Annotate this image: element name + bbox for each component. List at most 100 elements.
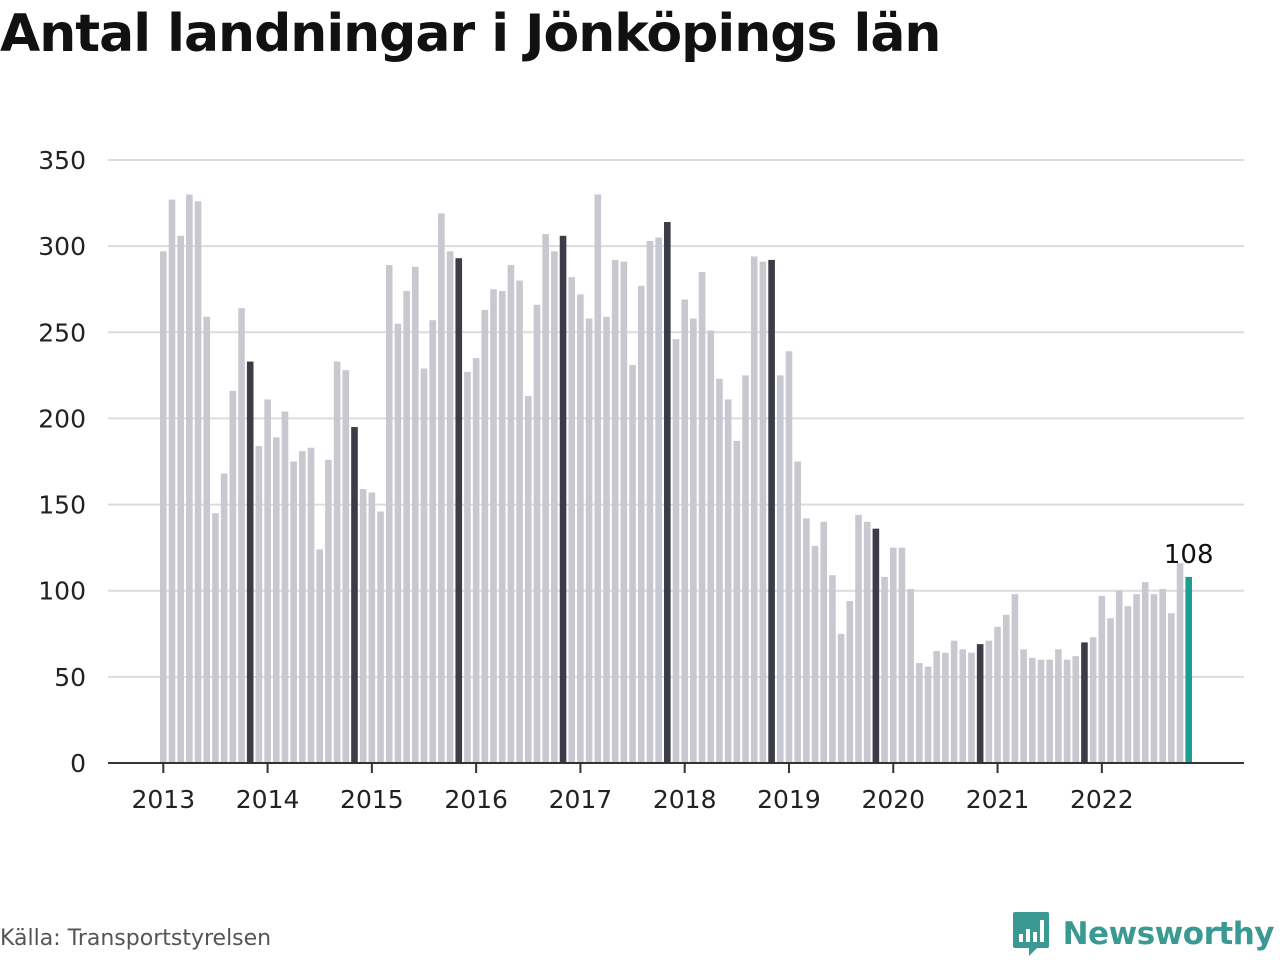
bar [1089, 637, 1097, 763]
bar [229, 390, 237, 763]
y-tick-label: 350 [38, 146, 86, 175]
bar [803, 518, 810, 763]
bar [542, 234, 549, 763]
x-tick-label: 2021 [966, 785, 1030, 814]
x-tick-label: 2013 [131, 785, 195, 814]
bar [438, 213, 445, 763]
x-tick-label: 2020 [861, 785, 925, 814]
bar [759, 261, 767, 763]
bar [385, 265, 393, 763]
bar [186, 194, 193, 764]
bar [238, 308, 245, 763]
bar [846, 601, 854, 763]
bar [290, 461, 297, 763]
bar [359, 489, 367, 763]
bar [429, 320, 436, 763]
bar [594, 194, 602, 764]
bar [577, 294, 584, 763]
bar [742, 375, 749, 763]
bar [1063, 659, 1071, 763]
bar [1072, 656, 1080, 763]
bar [394, 323, 402, 763]
bar [655, 237, 662, 763]
bar [333, 361, 341, 763]
bar [1029, 657, 1036, 763]
bar [516, 280, 523, 763]
bar [1150, 594, 1158, 763]
bar [794, 461, 801, 763]
bar [446, 251, 454, 763]
bar [1011, 594, 1019, 763]
bar [1020, 649, 1027, 763]
bar [811, 545, 819, 763]
bar [551, 251, 558, 763]
bar [924, 666, 932, 763]
bar [611, 259, 619, 763]
bar [490, 289, 497, 763]
bar [481, 309, 489, 763]
bar [1168, 613, 1175, 763]
bar [837, 633, 845, 763]
bar [776, 375, 784, 763]
x-tick-label: 2016 [444, 785, 508, 814]
bar [872, 528, 880, 763]
bar [272, 437, 280, 763]
bar [351, 427, 358, 763]
x-axis [108, 762, 1244, 773]
bar [246, 361, 254, 763]
bar [1159, 588, 1166, 763]
bar [255, 445, 263, 763]
y-tick-label: 0 [70, 749, 86, 778]
bar [498, 290, 506, 763]
bar [585, 318, 593, 763]
x-tick-label: 2014 [236, 785, 300, 814]
bar [559, 235, 567, 763]
bar [403, 290, 410, 763]
bar [464, 371, 471, 763]
bar [664, 222, 671, 763]
bar [785, 351, 793, 763]
bars [160, 194, 1193, 764]
x-tick-label: 2022 [1070, 785, 1134, 814]
bar [1081, 642, 1088, 763]
bar [307, 447, 315, 763]
bar [968, 652, 975, 763]
bar [716, 378, 723, 763]
bar [768, 259, 775, 763]
bar [168, 199, 176, 763]
bar [1141, 582, 1149, 763]
bar [194, 201, 202, 764]
latest-value-label: 108 [1164, 540, 1214, 570]
x-tick-label: 2017 [549, 785, 613, 814]
bar [299, 451, 306, 763]
bar [472, 358, 480, 763]
y-tick-label: 150 [38, 491, 86, 520]
bar [412, 266, 419, 763]
bar [1115, 590, 1123, 763]
bar [342, 370, 350, 763]
y-tick-label: 200 [38, 404, 86, 433]
bar [507, 265, 515, 763]
bar [377, 511, 384, 763]
bar-chart-logo-icon [1012, 912, 1049, 956]
bar [1037, 659, 1045, 763]
bar [368, 492, 376, 763]
bar [325, 459, 332, 763]
source-note: Källa: Transportstyrelsen [0, 926, 272, 951]
bar [672, 339, 680, 763]
bar [1055, 649, 1062, 763]
bar [212, 513, 219, 763]
bar [629, 365, 636, 763]
bar [698, 271, 706, 763]
bar [863, 521, 871, 763]
bar [820, 521, 828, 763]
tick-labels: 0 50 100 150 200 250 300 350 2013 2014 2015 2016 201… [38, 146, 1213, 814]
bar [1002, 614, 1010, 763]
bar [942, 652, 949, 763]
bar [316, 549, 324, 763]
bar [1098, 595, 1106, 763]
bar [603, 316, 610, 763]
brand-logo: Newsworthy [1011, 908, 1275, 960]
bar [1133, 594, 1140, 763]
bar [646, 240, 654, 764]
